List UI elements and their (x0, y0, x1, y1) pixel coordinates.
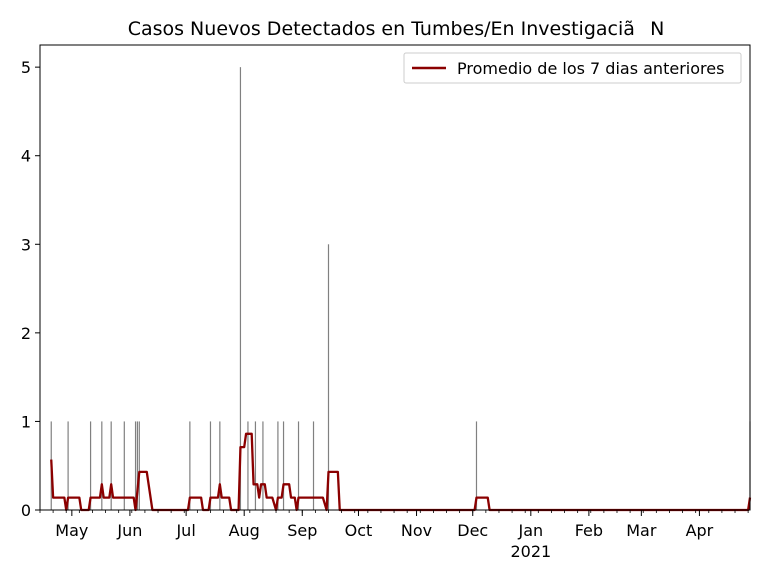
bar (262, 421, 264, 510)
bar (239, 67, 242, 511)
x-tick-label: Jul (175, 521, 195, 540)
x-tick-label: Nov (401, 521, 432, 540)
series-line (50, 432, 752, 512)
x-tick-label: Sep (287, 521, 317, 540)
y-tick-label: 1 (21, 412, 31, 431)
x-tick-label: Feb (575, 521, 603, 540)
y-tick-label: 4 (21, 147, 31, 166)
x-axis: May Jun Jul Aug Sep Oct Nov Dec Jan 2021 Feb Mar Apr (39, 510, 749, 561)
bar-layer (50, 67, 751, 511)
bar (136, 421, 139, 510)
x-tick-label: Aug (229, 521, 260, 540)
x-tick-label: Jun (116, 521, 142, 540)
x-tick-label: May (55, 521, 88, 540)
bar (67, 421, 69, 510)
y-tick-label: 3 (21, 235, 31, 254)
bar (123, 421, 125, 510)
bar (254, 421, 257, 510)
bar (297, 421, 300, 510)
line-layer (50, 432, 752, 512)
legend-label: Promedio de los 7 dias anteriores (457, 59, 724, 78)
chart-title: Casos Nuevos Detectados en Tumbes/En Inv… (128, 18, 665, 40)
x-tick-label: Mar (626, 521, 657, 540)
y-tick-label: 2 (21, 324, 31, 343)
bar (138, 421, 140, 510)
legend: Promedio de los 7 dias anteriores (403, 52, 742, 84)
plot-frame (39, 44, 751, 511)
x-tick-label: Oct (345, 521, 373, 540)
y-tick-label: 5 (21, 58, 31, 77)
bar (189, 421, 191, 510)
bar (327, 244, 330, 511)
x-tick-label: Dec (457, 521, 488, 540)
bar (312, 421, 315, 510)
bar (277, 421, 279, 510)
bar (209, 421, 212, 510)
bar (134, 421, 137, 510)
bar (110, 421, 112, 510)
x-tick-sublabel: 2021 (510, 542, 551, 561)
y-tick-label: 0 (21, 501, 31, 520)
x-tick-label: Apr (686, 521, 714, 540)
legend-box (403, 52, 742, 84)
y-axis: 0 1 2 3 4 5 (21, 58, 40, 520)
bar (219, 421, 221, 510)
bar (101, 421, 103, 510)
x-tick-label: Jan (517, 521, 543, 540)
bar (89, 421, 92, 510)
bar (282, 421, 285, 510)
bar (247, 421, 249, 510)
bar (475, 421, 478, 510)
